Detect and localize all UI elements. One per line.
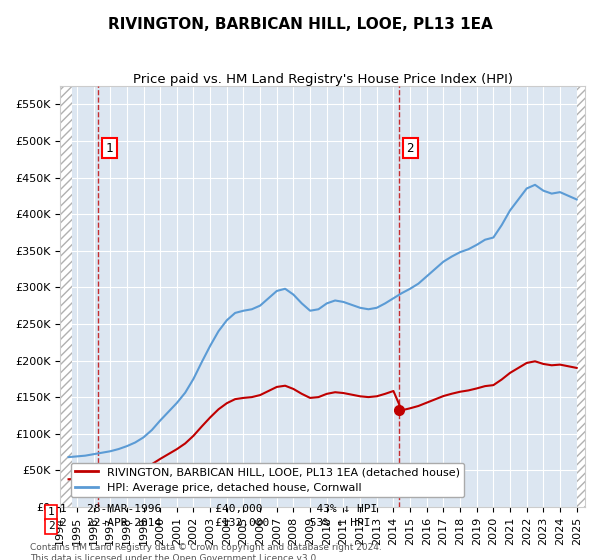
- Text: 2   22-APR-2014        £132,000      53% ↓ HPI: 2 22-APR-2014 £132,000 53% ↓ HPI: [60, 519, 371, 529]
- Text: 2: 2: [47, 521, 55, 531]
- Bar: [60, 86, 72, 507]
- Text: RIVINGTON, BARBICAN HILL, LOOE, PL13 1EA: RIVINGTON, BARBICAN HILL, LOOE, PL13 1EA: [107, 17, 493, 32]
- Text: Contains HM Land Registry data © Crown copyright and database right 2024.
This d: Contains HM Land Registry data © Crown c…: [30, 543, 382, 560]
- Bar: [577, 86, 585, 507]
- Legend: RIVINGTON, BARBICAN HILL, LOOE, PL13 1EA (detached house), HPI: Average price, d: RIVINGTON, BARBICAN HILL, LOOE, PL13 1EA…: [71, 463, 464, 497]
- Text: 1   28-MAR-1996        £40,000        43% ↓ HPI: 1 28-MAR-1996 £40,000 43% ↓ HPI: [60, 505, 377, 515]
- Text: 1: 1: [106, 142, 113, 155]
- Text: 1: 1: [47, 507, 55, 517]
- Title: Price paid vs. HM Land Registry's House Price Index (HPI): Price paid vs. HM Land Registry's House …: [133, 73, 512, 86]
- Text: 2: 2: [406, 142, 414, 155]
